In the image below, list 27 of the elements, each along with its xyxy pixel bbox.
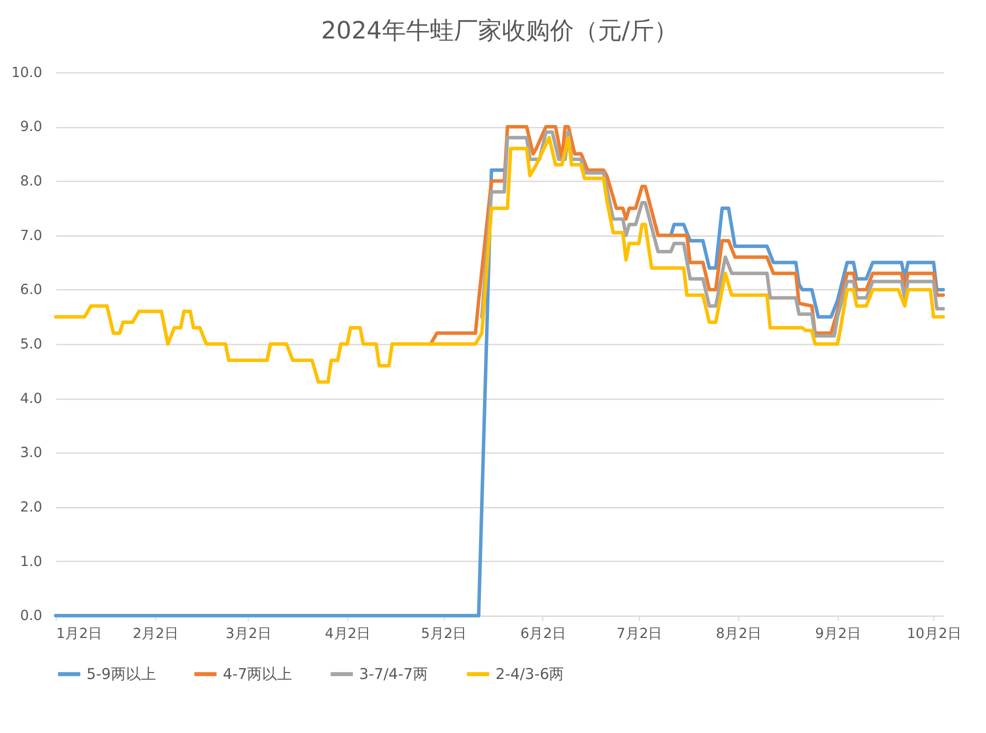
y-tick-label: 7.0 bbox=[20, 228, 42, 244]
x-tick-label: 3月2日 bbox=[226, 626, 272, 642]
y-tick-label: 2.0 bbox=[20, 499, 42, 516]
legend-label: 4-7两以上 bbox=[222, 665, 292, 684]
x-tick-label: 9月2日 bbox=[815, 626, 861, 642]
y-tick-label: 8.0 bbox=[20, 174, 42, 190]
legend-label: 3-7/4-7两 bbox=[359, 665, 428, 684]
x-tick-label: 6月2日 bbox=[520, 626, 566, 642]
x-tick-label: 10月2日 bbox=[906, 626, 962, 642]
y-tick-label: 10.0 bbox=[11, 64, 42, 81]
y-tick-label: 9.0 bbox=[20, 119, 42, 136]
x-tick-label: 8月2日 bbox=[716, 626, 762, 642]
y-tick-label: 5.0 bbox=[20, 336, 42, 352]
legend-label: 5-9两以上 bbox=[86, 665, 156, 684]
chart-title: 2024年牛蛙厂家收购价（元/斤） bbox=[321, 16, 678, 45]
legend-label: 2-4/3-6两 bbox=[495, 665, 564, 684]
y-tick-label: 6.0 bbox=[20, 282, 42, 298]
x-tick-label: 4月2日 bbox=[324, 626, 371, 642]
x-tick-label: 1月2日 bbox=[56, 626, 102, 642]
y-tick-label: 0.0 bbox=[20, 608, 42, 624]
y-tick-label: 4.0 bbox=[20, 390, 42, 407]
y-tick-label: 3.0 bbox=[20, 445, 42, 462]
line-series bbox=[54, 136, 945, 384]
x-tick-label: 7月2日 bbox=[616, 626, 662, 642]
x-tick-label: 5月2日 bbox=[421, 626, 467, 642]
y-tick-label: 1.0 bbox=[20, 554, 42, 570]
x-tick-label: 2月2日 bbox=[132, 626, 178, 642]
